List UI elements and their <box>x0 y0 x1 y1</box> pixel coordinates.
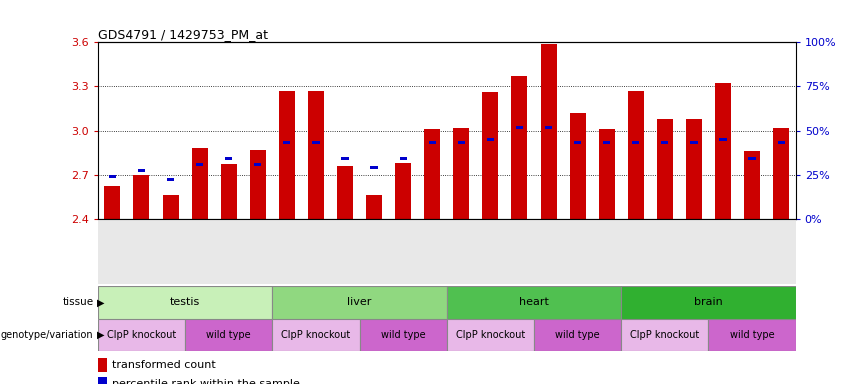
Text: ClpP knockout: ClpP knockout <box>456 330 525 340</box>
Bar <box>447 286 621 319</box>
Text: genotype/variation: genotype/variation <box>1 330 94 340</box>
Bar <box>454 127 469 219</box>
Text: wild type: wild type <box>730 330 774 340</box>
Bar <box>341 157 349 160</box>
Text: ClpP knockout: ClpP knockout <box>631 330 700 340</box>
Text: tissue: tissue <box>62 297 94 308</box>
Text: ▶: ▶ <box>97 297 105 308</box>
Bar <box>621 319 708 351</box>
Bar <box>661 141 668 144</box>
Text: ▶: ▶ <box>97 330 105 340</box>
Bar <box>632 141 639 144</box>
Bar <box>191 148 208 219</box>
Bar <box>715 83 731 219</box>
Bar <box>359 319 447 351</box>
Text: wild type: wild type <box>381 330 426 340</box>
Bar <box>272 286 447 319</box>
Text: GDS4791 / 1429753_PM_at: GDS4791 / 1429753_PM_at <box>98 28 268 41</box>
Bar <box>186 319 272 351</box>
Bar <box>226 157 232 160</box>
Bar <box>366 195 382 219</box>
Bar <box>98 358 107 372</box>
Bar <box>429 141 436 144</box>
Bar <box>487 138 494 141</box>
Text: percentile rank within the sample: percentile rank within the sample <box>111 379 300 384</box>
Bar <box>138 169 145 172</box>
Bar <box>709 319 796 351</box>
Bar <box>400 157 407 160</box>
Text: wild type: wild type <box>556 330 600 340</box>
Bar <box>621 286 796 319</box>
Text: wild type: wild type <box>207 330 251 340</box>
Bar <box>778 141 785 144</box>
Bar <box>545 126 552 129</box>
Bar <box>283 141 290 144</box>
Bar <box>395 163 411 219</box>
Bar <box>534 319 621 351</box>
Text: ClpP knockout: ClpP knockout <box>107 330 176 340</box>
Bar <box>749 157 756 160</box>
Bar <box>690 141 698 144</box>
Bar <box>337 166 353 219</box>
Bar <box>98 319 186 351</box>
Bar <box>540 44 557 219</box>
Bar <box>279 91 294 219</box>
Bar <box>220 164 237 219</box>
Text: testis: testis <box>170 297 200 308</box>
Bar <box>163 195 179 219</box>
Bar <box>109 175 116 178</box>
Bar <box>254 163 261 166</box>
Bar <box>308 91 324 219</box>
Bar <box>483 92 499 219</box>
Bar <box>516 126 523 129</box>
Bar <box>657 119 673 219</box>
Text: brain: brain <box>694 297 722 308</box>
Bar <box>272 319 360 351</box>
Text: ClpP knockout: ClpP knockout <box>282 330 351 340</box>
Text: heart: heart <box>519 297 549 308</box>
Bar <box>603 141 610 144</box>
Bar <box>569 113 585 219</box>
Bar <box>98 377 107 384</box>
Bar <box>447 319 534 351</box>
Bar <box>719 138 727 141</box>
Bar <box>599 129 614 219</box>
Text: liver: liver <box>347 297 372 308</box>
Bar <box>574 141 581 144</box>
Bar <box>167 177 174 181</box>
Bar <box>686 119 702 219</box>
Bar <box>744 151 760 219</box>
Bar <box>458 141 465 144</box>
Bar <box>134 175 150 219</box>
Bar <box>105 187 120 219</box>
Bar <box>425 129 440 219</box>
Bar <box>628 91 643 219</box>
Bar <box>511 76 528 219</box>
Bar <box>312 141 319 144</box>
Bar <box>250 150 266 219</box>
Text: transformed count: transformed count <box>111 360 215 370</box>
Bar <box>774 127 789 219</box>
Bar <box>196 163 203 166</box>
Bar <box>98 286 272 319</box>
Bar <box>370 166 378 169</box>
